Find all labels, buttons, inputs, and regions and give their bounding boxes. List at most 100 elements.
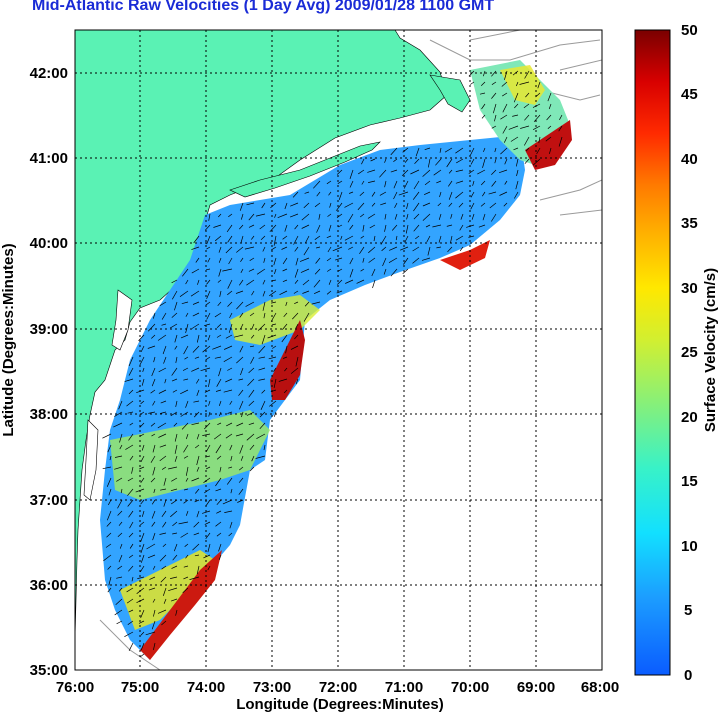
velocity-arrow bbox=[394, 213, 398, 220]
velocity-arrow bbox=[326, 180, 332, 185]
velocity-arrow bbox=[214, 235, 222, 242]
x-tick-label: 74:00 bbox=[187, 679, 225, 696]
velocity-arrow bbox=[405, 224, 409, 234]
velocity-arrow bbox=[196, 334, 200, 343]
velocity-arrow bbox=[238, 378, 244, 381]
colorbar-tick-label: 25 bbox=[681, 344, 698, 361]
velocity-arrow bbox=[491, 180, 497, 187]
velocity-arrow bbox=[205, 455, 211, 458]
y-tick-label: 36:00 bbox=[30, 577, 68, 594]
velocity-arrow bbox=[139, 422, 145, 428]
velocity-arrow bbox=[170, 411, 178, 417]
velocity-arrow bbox=[283, 389, 288, 394]
velocity-arrow bbox=[217, 279, 222, 283]
velocity-arrow bbox=[328, 224, 332, 232]
velocity-arrow bbox=[216, 532, 222, 537]
velocity-arrow bbox=[290, 202, 299, 207]
velocity-arrow bbox=[229, 521, 233, 529]
velocity-arrow bbox=[225, 334, 233, 339]
velocity-arrow bbox=[140, 400, 145, 405]
bathymetry-contour bbox=[429, 30, 602, 101]
velocity-arrow bbox=[193, 532, 200, 536]
velocity-arrow bbox=[426, 235, 431, 243]
velocity-arrow bbox=[206, 290, 211, 299]
velocity-arrow bbox=[206, 444, 211, 452]
velocity-arrow bbox=[208, 378, 211, 387]
velocity-arrow bbox=[114, 455, 123, 458]
velocity-arrow bbox=[239, 312, 244, 318]
velocity-arrow bbox=[161, 323, 167, 326]
velocity-arrow bbox=[274, 268, 277, 275]
velocity-arrow bbox=[170, 598, 178, 602]
velocity-arrow bbox=[393, 158, 398, 162]
y-axis-ticks: 42:00 41:00 40:00 39:00 38:00 37:00 36:0… bbox=[30, 65, 68, 679]
velocity-arrow bbox=[382, 257, 387, 267]
velocity-arrow bbox=[240, 268, 244, 273]
velocity-arrow bbox=[455, 191, 464, 199]
velocity-arrow bbox=[151, 367, 156, 377]
velocity-arrow bbox=[196, 466, 200, 472]
velocity-arrow bbox=[547, 92, 552, 102]
velocity-arrow bbox=[185, 466, 189, 476]
velocity-arrow bbox=[218, 257, 222, 263]
velocity-arrow bbox=[246, 202, 255, 206]
velocity-arrow bbox=[185, 510, 189, 516]
velocity-arrow bbox=[182, 587, 189, 593]
velocity-arrow bbox=[435, 158, 442, 166]
velocity-arrow bbox=[161, 510, 167, 518]
velocity-arrow bbox=[218, 268, 222, 277]
velocity-arrow bbox=[157, 334, 167, 341]
colorbar-tick-label: 45 bbox=[681, 86, 698, 103]
velocity-arrow bbox=[218, 411, 222, 417]
velocity-arrow bbox=[344, 235, 354, 241]
velocity-arrow bbox=[423, 191, 431, 196]
velocity-arrow bbox=[371, 191, 376, 197]
velocity-arrow bbox=[171, 367, 178, 376]
velocity-arrow bbox=[318, 213, 321, 220]
velocity-arrow bbox=[153, 488, 156, 494]
velocity-arrow bbox=[106, 521, 112, 527]
velocity-arrow bbox=[289, 213, 299, 218]
velocity-arrow bbox=[406, 213, 409, 220]
velocity-arrow bbox=[393, 191, 398, 200]
velocity-arrow bbox=[239, 345, 244, 353]
velocity-arrow bbox=[148, 587, 156, 591]
velocity-arrow bbox=[292, 191, 299, 198]
velocity-arrow bbox=[196, 389, 200, 397]
velocity-zone-green bbox=[110, 410, 270, 500]
velocity-arrow bbox=[504, 70, 508, 80]
velocity-arrow bbox=[503, 202, 508, 207]
velocity-arrow bbox=[258, 367, 266, 371]
velocity-arrow bbox=[262, 301, 266, 311]
velocity-arrow bbox=[274, 213, 277, 218]
velocity-arrow bbox=[208, 213, 211, 221]
velocity-arrow bbox=[140, 642, 145, 651]
velocity-arrow bbox=[147, 345, 156, 349]
velocity-arrow bbox=[236, 356, 244, 364]
velocity-arrow bbox=[146, 543, 156, 550]
velocity-arrow bbox=[326, 257, 332, 262]
velocity-arrow bbox=[139, 411, 145, 416]
velocity-arrow bbox=[153, 356, 156, 363]
x-tick-label: 71:00 bbox=[385, 679, 423, 696]
velocity-arrow bbox=[259, 411, 266, 418]
velocity-arrow bbox=[246, 433, 255, 441]
velocity-arrow bbox=[194, 356, 200, 359]
velocity-arrow bbox=[204, 389, 211, 393]
velocity-arrow bbox=[128, 356, 134, 367]
velocity-arrow bbox=[208, 400, 211, 406]
velocity-arrow bbox=[424, 180, 431, 186]
velocity-arrow bbox=[183, 576, 189, 580]
velocity-arrow bbox=[118, 521, 123, 526]
velocity-arrow bbox=[161, 620, 167, 626]
velocity-arrow bbox=[271, 246, 277, 251]
velocity-arrow bbox=[249, 444, 255, 451]
velocity-arrow bbox=[558, 125, 563, 132]
velocity-arrow bbox=[361, 180, 365, 185]
velocity-arrow bbox=[499, 191, 508, 196]
velocity-arrow bbox=[422, 213, 431, 221]
velocity-arrow bbox=[494, 147, 497, 153]
velocity-arrow bbox=[106, 532, 112, 538]
velocity-arrow bbox=[226, 477, 233, 485]
velocity-arrow bbox=[218, 367, 222, 377]
